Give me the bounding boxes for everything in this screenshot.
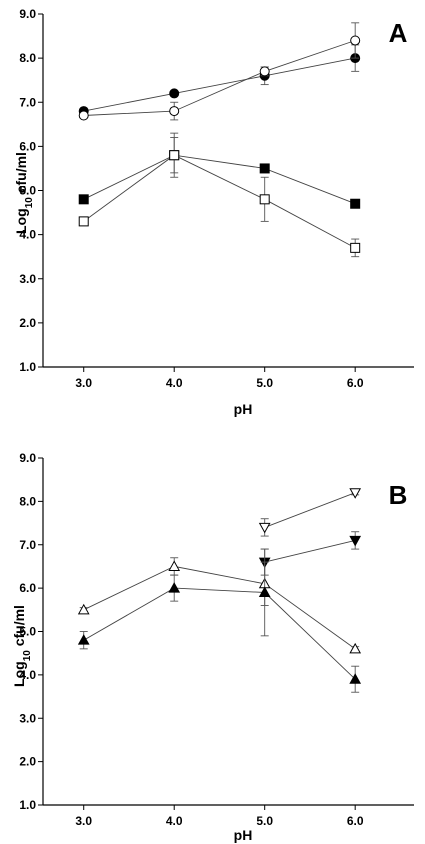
data-point-square: [169, 150, 180, 161]
series-circle-filled: [78, 44, 361, 117]
chart-panel-b: B pH Log10 cfu/ml 1.0 2.0 3.0 4.0 5.0 6.0 7.0 8…: [11, 451, 414, 843]
x-axis-title: pH: [234, 827, 253, 843]
y-tick-label: 9.0: [19, 7, 36, 21]
y-tick-label: 8.0: [19, 494, 36, 508]
y-tick-label: 4.0: [19, 668, 36, 682]
data-point-triangle-up: [349, 642, 362, 654]
y-tick-label: 7.0: [19, 538, 36, 552]
data-point-triangle-up: [349, 673, 362, 684]
x-tick-label: 4.0: [166, 814, 183, 828]
y-axis-title: Log10 cfu/ml: [11, 605, 33, 687]
x-tick-label: 3.0: [75, 376, 92, 390]
y-tick-label: 5.0: [19, 625, 36, 639]
chart-panel-a: A pH Log10 cfu/ml 1.0 2.0 3.0 4.0 5.0 6.0 7.0 8…: [13, 7, 414, 417]
data-point-triangle-down: [349, 535, 362, 547]
y-axis-title: Log10 cfu/ml: [13, 152, 35, 234]
x-tick-label: 3.0: [75, 814, 92, 828]
series-line: [83, 154, 356, 205]
series-square-filled: [78, 137, 361, 209]
panel-label: A: [389, 18, 408, 48]
data-point-triangle-up: [168, 560, 181, 571]
y-tick-label: 5.0: [19, 184, 36, 198]
data-point-square: [78, 216, 89, 227]
data-point-triangle-down: [349, 488, 362, 499]
x-tick-label: 5.0: [256, 376, 273, 390]
series-triangle-down-filled: [258, 531, 362, 576]
series-line: [264, 539, 356, 563]
y-tick-label: 4.0: [19, 228, 36, 242]
data-point-square: [350, 198, 361, 209]
data-point-square: [350, 242, 361, 253]
panel-label: B: [389, 480, 408, 510]
data-point-triangle-up: [77, 634, 90, 645]
series-line: [83, 587, 356, 680]
data-point-circle: [350, 35, 361, 46]
y-tick-label: 6.0: [19, 139, 36, 153]
y-tick-label: 3.0: [19, 711, 36, 725]
series-triangle-down-open: [258, 488, 362, 537]
data-point-square: [259, 163, 270, 174]
y-tick-label: 3.0: [19, 272, 36, 286]
y-tick-label: 9.0: [19, 451, 36, 465]
series-line: [264, 492, 356, 528]
data-point-square: [78, 194, 89, 205]
y-tick-label: 2.0: [19, 755, 36, 769]
data-point-triangle-up: [258, 586, 271, 597]
series-triangle-up-open: [77, 557, 362, 654]
data-point-triangle-up: [168, 582, 181, 593]
data-point-triangle-up: [77, 603, 90, 615]
x-tick-label: 6.0: [347, 376, 364, 390]
y-tick-label: 1.0: [19, 798, 36, 812]
data-point-circle: [169, 88, 180, 99]
data-point-circle: [78, 110, 89, 121]
series-circle-open: [78, 22, 361, 121]
series-line: [83, 565, 356, 650]
series-line: [83, 57, 356, 112]
y-tick-label: 2.0: [19, 316, 36, 330]
y-tick-label: 7.0: [19, 95, 36, 109]
series-triangle-up-filled: [77, 548, 362, 693]
data-point-circle: [259, 66, 270, 77]
x-axis-title: pH: [234, 401, 253, 417]
y-tick-label: 8.0: [19, 51, 36, 65]
y-tick-label: 1.0: [19, 360, 36, 374]
data-point-circle: [169, 106, 180, 117]
x-tick-label: 6.0: [347, 814, 364, 828]
data-point-triangle-down: [258, 522, 271, 534]
x-tick-label: 5.0: [256, 814, 273, 828]
series-line: [83, 40, 356, 116]
data-point-square: [259, 194, 270, 205]
series-line: [83, 154, 356, 249]
series-square-open: [78, 132, 361, 258]
x-tick-label: 4.0: [166, 376, 183, 390]
y-tick-label: 6.0: [19, 581, 36, 595]
